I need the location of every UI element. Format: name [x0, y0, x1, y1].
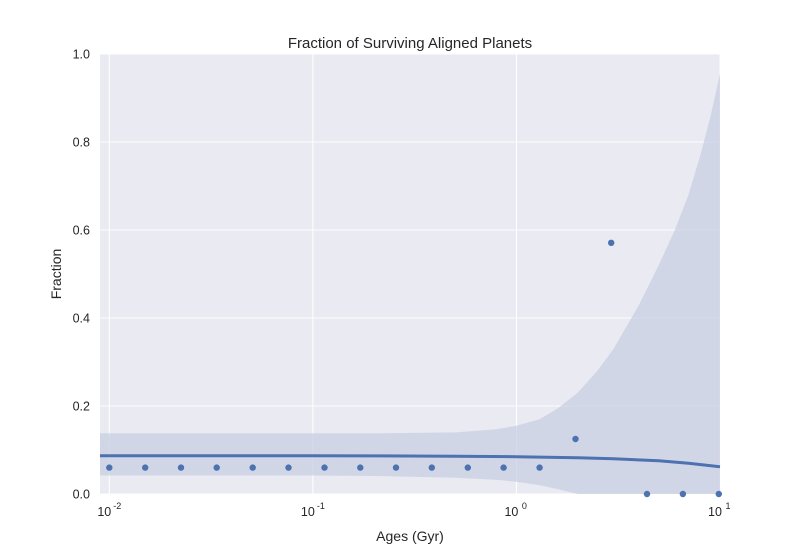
- data-point: [249, 464, 256, 471]
- data-point: [464, 464, 471, 471]
- data-point: [321, 464, 328, 471]
- x-tick-label: 10: [97, 505, 111, 519]
- y-tick-label: 1.0: [73, 48, 90, 62]
- confidence-band: [100, 73, 720, 495]
- data-point: [679, 490, 687, 498]
- data-point: [357, 464, 364, 471]
- x-tick-exponent: 1: [725, 501, 730, 511]
- data-point: [500, 464, 507, 471]
- x-tick-label: 10: [301, 505, 315, 519]
- y-axis-label: Fraction: [48, 249, 64, 300]
- data-point: [572, 435, 579, 443]
- data-point: [392, 464, 400, 471]
- data-point: [106, 464, 113, 471]
- data-point: [608, 239, 615, 246]
- data-points: [106, 239, 722, 498]
- data-point: [536, 464, 543, 471]
- regression-line: [100, 454, 721, 469]
- data-point: [285, 464, 292, 471]
- x-tick-exponent: -2: [113, 501, 121, 511]
- data-point: [213, 464, 220, 471]
- confidence-band-layer: [100, 73, 720, 495]
- data-point: [177, 464, 185, 471]
- x-tick-labels: 10 -2 10 -1 10 0 10 1: [97, 501, 730, 519]
- data-point: [142, 464, 149, 471]
- fit-line-layer: [100, 454, 721, 469]
- data-point: [428, 464, 435, 471]
- x-tick-exponent: -1: [317, 501, 325, 511]
- y-tick-label: 0.8: [73, 136, 90, 150]
- data-point: [715, 490, 722, 498]
- x-tick-exponent: 0: [522, 501, 527, 511]
- y-tick-label: 0.6: [73, 224, 90, 238]
- data-point: [643, 490, 651, 498]
- x-tick-label: 10: [708, 505, 722, 519]
- y-tick-labels: 0.0 0.2 0.4 0.6 0.8 1.0: [73, 48, 90, 502]
- y-tick-label: 0.2: [73, 400, 90, 414]
- y-tick-label: 0.0: [73, 488, 90, 502]
- x-axis-label: Ages (Gyr): [376, 528, 444, 544]
- y-tick-label: 0.4: [73, 312, 90, 326]
- x-tick-label: 10: [504, 505, 518, 519]
- chart-title: Fraction of Surviving Aligned Planets: [288, 35, 532, 52]
